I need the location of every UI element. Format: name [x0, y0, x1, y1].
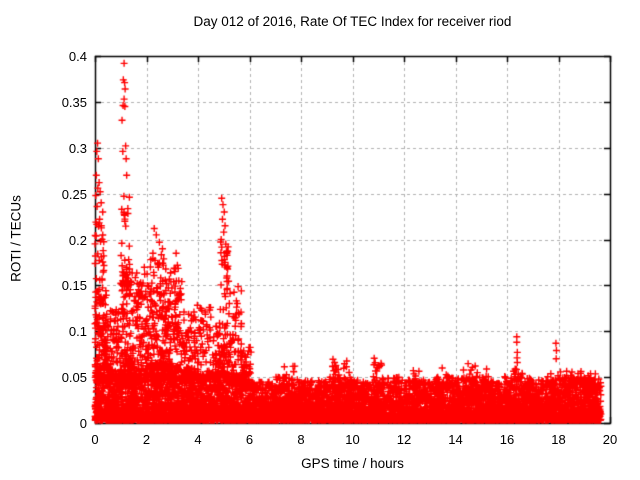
x-tick-label: 12 — [396, 432, 412, 447]
y-tick-label: 0.4 — [68, 49, 87, 64]
x-tick-label: 14 — [448, 432, 463, 447]
y-tick-label: 0 — [79, 416, 87, 431]
y-tick-label: 0.2 — [68, 232, 87, 248]
x-tick-label: 2 — [142, 432, 151, 447]
y-tick-label: 0.05 — [61, 370, 87, 386]
x-tick-label: 16 — [499, 432, 515, 447]
x-tick-label: 6 — [245, 432, 254, 447]
x-tick-label: 18 — [551, 432, 566, 447]
x-tick-label: 20 — [602, 432, 618, 447]
x-axis-title: GPS time / hours — [301, 456, 404, 471]
x-tick-label: 8 — [297, 432, 305, 447]
x-tick-label: 10 — [345, 432, 360, 447]
y-axis-title: ROTI / TECUs — [8, 195, 24, 282]
x-tick-label: 4 — [194, 432, 202, 447]
y-tick-label: 0.15 — [61, 278, 87, 294]
chart-title: Day 012 of 2016, Rate Of TEC Index for r… — [193, 14, 512, 29]
x-tick-label: 0 — [91, 432, 99, 447]
y-tick-label: 0.35 — [61, 94, 87, 110]
y-tick-label: 0.1 — [68, 324, 87, 340]
y-tick-label: 0.25 — [61, 186, 87, 202]
y-tick-label: 0.3 — [68, 140, 87, 156]
